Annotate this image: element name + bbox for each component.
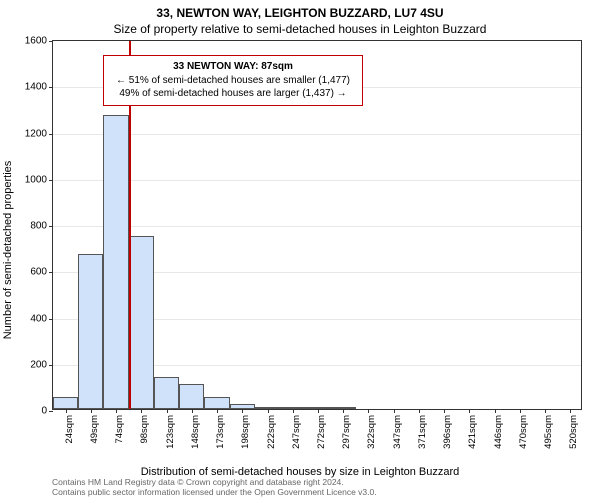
xtick-label: 371sqm xyxy=(417,415,428,449)
gridline-h xyxy=(53,226,581,227)
ytick-label: 200 xyxy=(30,359,47,370)
xtick-mark xyxy=(116,409,117,413)
ytick-label: 800 xyxy=(30,221,47,232)
gridline-h xyxy=(53,134,581,135)
xtick-mark xyxy=(141,409,142,413)
ytick-label: 1000 xyxy=(25,174,47,185)
ytick-mark xyxy=(49,226,53,227)
xtick-label: 123sqm xyxy=(165,415,176,449)
xtick-label: 247sqm xyxy=(291,415,302,449)
ytick-label: 1600 xyxy=(25,36,47,47)
xtick-label: 173sqm xyxy=(215,415,226,449)
info-smaller-pct: ← 51% of semi-detached houses are smalle… xyxy=(112,74,354,88)
xtick-label: 198sqm xyxy=(240,415,251,449)
xtick-mark xyxy=(242,409,243,413)
xtick-label: 272sqm xyxy=(316,415,327,449)
xtick-label: 347sqm xyxy=(392,415,403,449)
xtick-mark xyxy=(368,409,369,413)
xtick-mark xyxy=(394,409,395,413)
xtick-label: 446sqm xyxy=(493,415,504,449)
histogram-bar xyxy=(179,384,204,409)
xtick-mark xyxy=(469,409,470,413)
ytick-mark xyxy=(49,411,53,412)
xtick-label: 520sqm xyxy=(568,415,579,449)
xtick-mark xyxy=(66,409,67,413)
xtick-label: 148sqm xyxy=(190,415,201,449)
ytick-label: 1400 xyxy=(25,82,47,93)
xtick-mark xyxy=(444,409,445,413)
ytick-label: 1200 xyxy=(25,128,47,139)
histogram-bar xyxy=(78,254,103,409)
ytick-mark xyxy=(49,41,53,42)
histogram-bar xyxy=(103,115,128,409)
marker-info-box: 33 NEWTON WAY: 87sqm ← 51% of semi-detac… xyxy=(103,55,363,106)
xtick-mark xyxy=(419,409,420,413)
xtick-mark xyxy=(495,409,496,413)
chart-title-address: 33, NEWTON WAY, LEIGHTON BUZZARD, LU7 4S… xyxy=(0,6,600,20)
xtick-mark xyxy=(545,409,546,413)
xtick-mark xyxy=(318,409,319,413)
ytick-label: 0 xyxy=(41,406,47,417)
xtick-mark xyxy=(217,409,218,413)
ytick-mark xyxy=(49,272,53,273)
footer-line1: Contains HM Land Registry data © Crown c… xyxy=(52,477,377,488)
xtick-mark xyxy=(520,409,521,413)
gridline-h xyxy=(53,180,581,181)
histogram-bar xyxy=(154,377,179,409)
y-axis-label: Number of semi-detached properties xyxy=(2,161,14,340)
xtick-label: 49sqm xyxy=(89,415,100,444)
xtick-label: 24sqm xyxy=(64,415,75,444)
attribution-footer: Contains HM Land Registry data © Crown c… xyxy=(52,477,377,498)
ytick-mark xyxy=(49,365,53,366)
property-size-chart: 33, NEWTON WAY, LEIGHTON BUZZARD, LU7 4S… xyxy=(0,0,600,500)
histogram-bar xyxy=(53,397,78,409)
xtick-mark xyxy=(91,409,92,413)
xtick-label: 98sqm xyxy=(139,415,150,444)
xtick-label: 396sqm xyxy=(442,415,453,449)
ytick-mark xyxy=(49,134,53,135)
histogram-bar xyxy=(204,397,229,409)
xtick-mark xyxy=(192,409,193,413)
ytick-label: 400 xyxy=(30,313,47,324)
xtick-label: 470sqm xyxy=(518,415,529,449)
histogram-bar xyxy=(129,236,154,409)
xtick-label: 322sqm xyxy=(366,415,377,449)
xtick-label: 222sqm xyxy=(266,415,277,449)
ytick-label: 600 xyxy=(30,267,47,278)
xtick-mark xyxy=(293,409,294,413)
xtick-label: 495sqm xyxy=(543,415,554,449)
xtick-label: 421sqm xyxy=(467,415,478,449)
info-property-size: 33 NEWTON WAY: 87sqm xyxy=(112,60,354,74)
ytick-mark xyxy=(49,319,53,320)
xtick-mark xyxy=(570,409,571,413)
xtick-label: 297sqm xyxy=(341,415,352,449)
ytick-mark xyxy=(49,180,53,181)
ytick-mark xyxy=(49,87,53,88)
plot-area: 0200400600800100012001400160024sqm49sqm7… xyxy=(52,40,582,410)
xtick-mark xyxy=(268,409,269,413)
xtick-mark xyxy=(167,409,168,413)
footer-line2: Contains public sector information licen… xyxy=(52,487,377,498)
xtick-label: 74sqm xyxy=(114,415,125,444)
xtick-mark xyxy=(343,409,344,413)
chart-subtitle: Size of property relative to semi-detach… xyxy=(0,22,600,36)
info-larger-pct: 49% of semi-detached houses are larger (… xyxy=(112,87,354,101)
